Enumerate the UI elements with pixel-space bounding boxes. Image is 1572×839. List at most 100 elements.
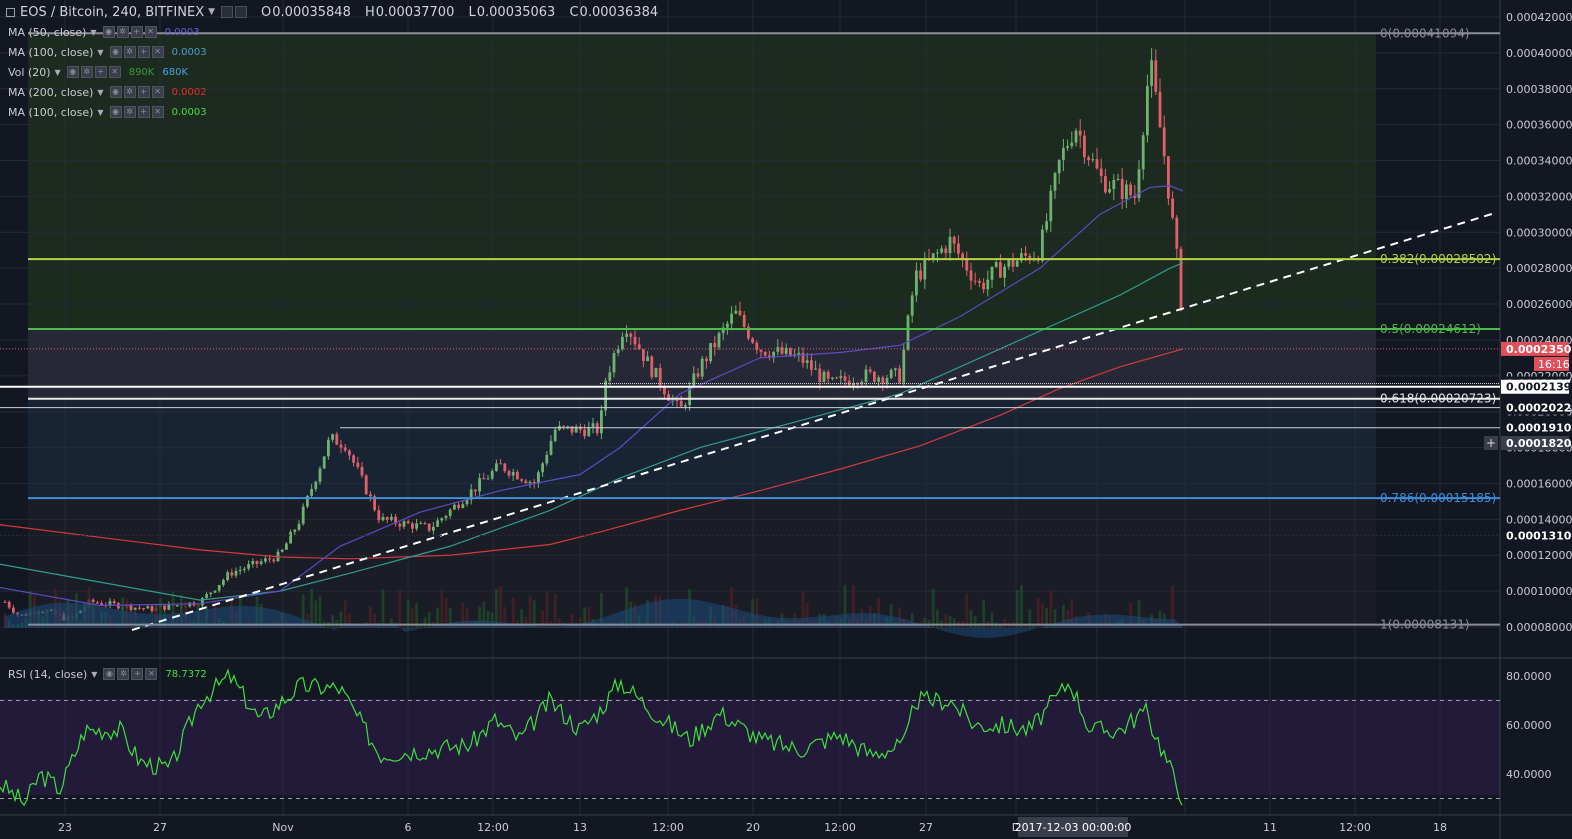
- candle-body: [591, 423, 595, 427]
- volume-bar: [1041, 603, 1044, 628]
- plus-icon[interactable]: +: [131, 668, 144, 680]
- time-tick: 18: [1433, 821, 1447, 834]
- gear-icon[interactable]: ✲: [123, 46, 136, 58]
- chevron-down-icon[interactable]: ▼: [97, 107, 104, 117]
- candle-body: [1070, 142, 1074, 147]
- settings-icon[interactable]: [221, 6, 234, 18]
- candle-body: [973, 280, 977, 282]
- close-value: 0.00036384: [579, 4, 659, 20]
- candle-body: [524, 480, 528, 484]
- chevron-down-icon[interactable]: ▼: [90, 27, 97, 37]
- indicator-ma100-green[interactable]: MA (100, close) ▼ ◉ ✲ + ✕ 0.0003: [8, 105, 207, 119]
- candle-body: [831, 377, 834, 379]
- candle-body: [348, 450, 351, 456]
- rsi-value: 78.7372: [165, 668, 207, 680]
- candle-body: [1175, 217, 1179, 249]
- candle-body: [444, 515, 448, 519]
- gear-icon[interactable]: ✲: [117, 668, 130, 680]
- volume-bar: [877, 597, 880, 628]
- indicator-ma200[interactable]: MA (200, close) ▼ ◉ ✲ + ✕ 0.0002: [8, 85, 207, 99]
- candle-body: [1062, 147, 1065, 160]
- gear-icon[interactable]: ✲: [80, 66, 93, 78]
- indicator-rsi[interactable]: RSI (14, close) ▼ ◉ ✲ + ✕ 78.7372: [8, 667, 207, 681]
- chevron-down-icon[interactable]: ▼: [54, 67, 61, 77]
- indicator-ma100[interactable]: MA (100, close) ▼ ◉ ✲ + ✕ 0.0003: [8, 45, 207, 59]
- crosshair-plus-icon[interactable]: +: [1484, 436, 1498, 450]
- symbol-title[interactable]: EOS / Bitcoin, 240, BITFINEX: [20, 4, 205, 20]
- volume-bar: [1015, 589, 1019, 628]
- fib-label: 0.382(0.00028502): [1380, 252, 1496, 266]
- candle-body: [826, 371, 830, 379]
- indicator-ma50[interactable]: MA (50, close) ▼ ◉ ✲ + ✕ 0.0003: [8, 25, 200, 39]
- volume-bar: [982, 599, 985, 628]
- chevron-down-icon[interactable]: ▼: [97, 47, 104, 57]
- candle-body: [12, 607, 15, 613]
- candle-body: [138, 607, 141, 609]
- candle-body: [537, 472, 540, 484]
- volume-bar: [1049, 589, 1053, 628]
- countdown-label: 16:16: [1538, 358, 1570, 371]
- chevron-down-icon[interactable]: ▼: [91, 669, 98, 679]
- collapse-icon[interactable]: [6, 7, 15, 17]
- close-icon[interactable]: ✕: [108, 66, 121, 78]
- close-icon[interactable]: ✕: [144, 26, 157, 38]
- eye-icon[interactable]: ◉: [102, 26, 115, 38]
- indicator-volume[interactable]: Vol (20) ▼ ◉ ✲ + ✕ 890K 680K: [8, 65, 189, 79]
- candle-body: [289, 531, 292, 544]
- volume-bar: [923, 617, 927, 628]
- symbol-header[interactable]: EOS / Bitcoin, 240, BITFINEX ▼ O0.000358…: [6, 3, 668, 21]
- candle-body: [209, 592, 213, 595]
- candle-body: [96, 602, 99, 604]
- volume-bar: [440, 590, 444, 628]
- low-value: 0.00035063: [476, 4, 556, 20]
- gear-icon[interactable]: ✲: [123, 106, 136, 118]
- gear-icon[interactable]: ✲: [123, 86, 136, 98]
- candle-body: [1116, 178, 1120, 181]
- plus-icon[interactable]: +: [94, 66, 107, 78]
- format-icon[interactable]: [235, 6, 248, 18]
- candle-body: [776, 347, 780, 352]
- eye-icon[interactable]: ◉: [103, 668, 116, 680]
- eye-icon[interactable]: ◉: [66, 66, 79, 78]
- candle-body: [511, 471, 515, 476]
- volume-bar: [171, 591, 175, 628]
- close-icon[interactable]: ✕: [151, 86, 164, 98]
- candle-body: [553, 429, 557, 441]
- plus-icon[interactable]: +: [137, 46, 150, 58]
- candle-body: [247, 564, 250, 569]
- candle-body: [822, 371, 826, 383]
- candle-body: [688, 386, 691, 406]
- gear-icon[interactable]: ✲: [116, 26, 129, 38]
- hline-price-label: 0.00013105: [1506, 529, 1572, 542]
- candle-body: [692, 373, 696, 387]
- candle-body: [860, 381, 864, 385]
- time-tick: 13: [573, 821, 587, 834]
- volume-bar: [398, 589, 402, 628]
- plus-icon[interactable]: +: [130, 26, 143, 38]
- volume-bar: [1171, 586, 1174, 628]
- eye-icon[interactable]: ◉: [109, 46, 122, 58]
- candle-body: [503, 463, 507, 472]
- chevron-down-icon[interactable]: ▼: [208, 7, 216, 17]
- close-icon[interactable]: ✕: [145, 668, 158, 680]
- volume-bar: [406, 599, 410, 628]
- candle-body: [507, 471, 511, 476]
- candle-body: [642, 349, 645, 362]
- plus-icon[interactable]: +: [137, 106, 150, 118]
- chevron-down-icon[interactable]: ▼: [97, 87, 104, 97]
- volume-bar: [625, 587, 628, 628]
- eye-icon[interactable]: ◉: [109, 86, 122, 98]
- close-icon[interactable]: ✕: [151, 46, 164, 58]
- candle-body: [612, 353, 616, 373]
- price-tick: 0.00010000: [1506, 585, 1572, 598]
- close-icon[interactable]: ✕: [151, 106, 164, 118]
- candle-body: [705, 358, 708, 362]
- candle-body: [1007, 259, 1011, 267]
- candle-body: [730, 313, 733, 324]
- eye-icon[interactable]: ◉: [109, 106, 122, 118]
- plus-icon[interactable]: +: [137, 86, 150, 98]
- last-price-label-bg: [1501, 341, 1569, 356]
- candle-body: [226, 572, 229, 580]
- candle-body: [356, 462, 360, 467]
